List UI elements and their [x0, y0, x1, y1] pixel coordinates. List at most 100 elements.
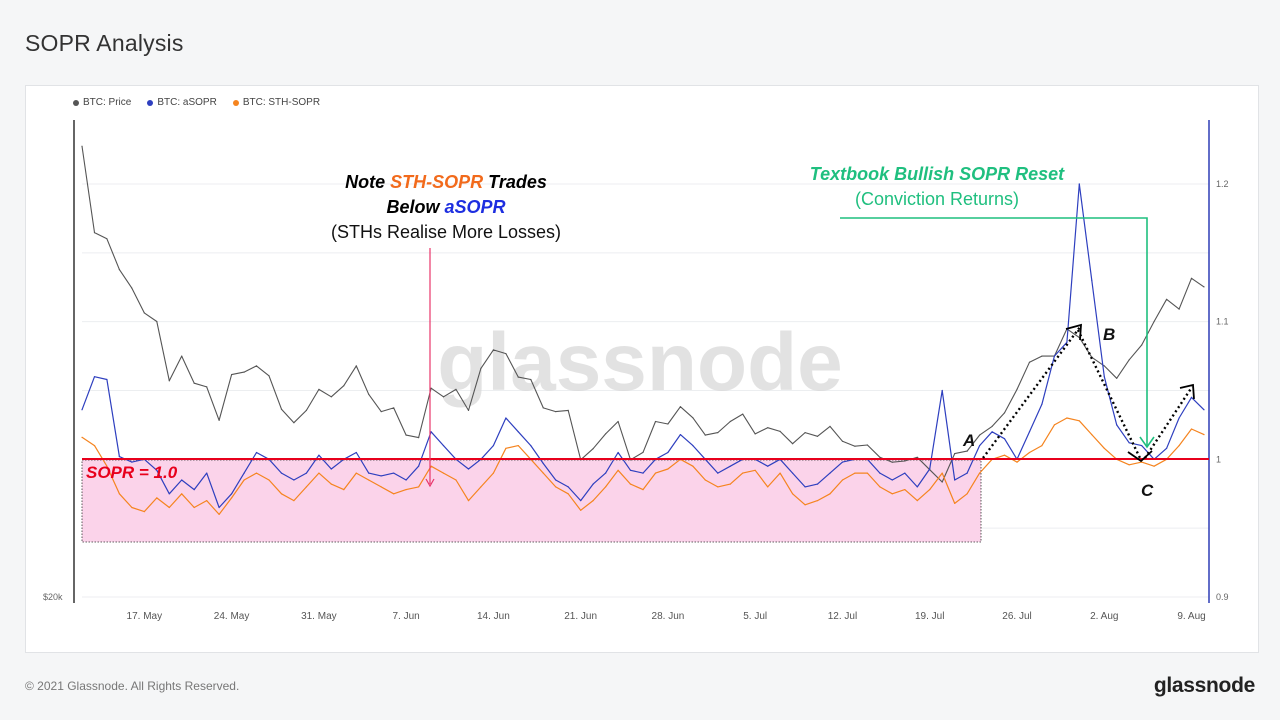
series-line-price — [81, 146, 1205, 483]
x-tick-label: 5. Jul — [743, 611, 767, 622]
data-point — [368, 472, 370, 474]
data-point — [879, 456, 881, 458]
data-point — [168, 380, 170, 382]
page-title: SOPR Analysis — [25, 30, 184, 56]
data-point — [979, 445, 981, 447]
data-point — [442, 445, 445, 447]
data-point — [467, 500, 470, 502]
data-point — [1116, 377, 1118, 379]
data-point — [143, 511, 145, 513]
data-point — [1103, 447, 1105, 449]
data-point — [168, 493, 170, 495]
data-point — [442, 396, 445, 398]
data-point — [455, 388, 457, 390]
data-point — [255, 451, 258, 454]
data-point — [841, 479, 844, 481]
data-point — [979, 472, 981, 474]
x-tick-label: 14. Jun — [477, 611, 510, 622]
arrowhead-c — [1127, 450, 1153, 463]
data-point — [442, 472, 445, 474]
legend-item-asopr[interactable]: BTC: aSOPR — [147, 97, 217, 108]
data-point — [505, 353, 507, 355]
brand-logo[interactable]: glassnode — [1153, 674, 1255, 697]
data-point — [93, 232, 96, 234]
data-point — [754, 433, 756, 435]
data-point — [106, 378, 108, 381]
data-point — [118, 269, 120, 271]
data-point — [368, 393, 370, 395]
data-point — [492, 445, 494, 447]
data-point — [580, 509, 582, 511]
data-point — [93, 376, 96, 378]
legend-item-sth[interactable]: BTC: STH-SOPR — [232, 97, 321, 108]
data-point — [916, 500, 918, 502]
legend-label-sth: BTC: STH-SOPR — [242, 97, 321, 108]
data-point — [131, 506, 133, 509]
data-point — [891, 479, 893, 481]
data-point — [1203, 434, 1205, 436]
data-point — [792, 472, 794, 474]
data-point — [717, 432, 719, 434]
data-point — [692, 445, 694, 447]
point-c-label: C — [1141, 481, 1154, 500]
data-point — [280, 408, 283, 410]
data-point — [816, 483, 819, 485]
data-point — [231, 493, 233, 495]
data-point — [467, 468, 470, 470]
x-tick-label: 21. Jun — [564, 611, 597, 622]
x-tick-label: 9. Aug — [1177, 611, 1205, 622]
data-point — [617, 420, 619, 423]
data-point — [243, 371, 245, 373]
data-point — [717, 486, 719, 488]
data-point — [1153, 320, 1155, 323]
data-point — [542, 472, 544, 474]
data-point — [767, 486, 769, 488]
x-tick-label: 7. Jun — [393, 611, 420, 622]
data-point — [929, 468, 931, 470]
data-point — [642, 489, 644, 491]
data-point — [704, 434, 706, 436]
data-point — [1028, 451, 1031, 454]
data-point — [617, 451, 619, 454]
data-point — [1128, 442, 1130, 444]
data-point — [430, 465, 432, 467]
data-point — [505, 417, 507, 419]
data-point — [642, 472, 644, 474]
data-point — [268, 479, 270, 481]
data-point — [1166, 447, 1168, 449]
x-tick-label: 24. May — [214, 611, 250, 622]
x-tick-label: 12. Jul — [828, 611, 857, 622]
data-point — [1041, 403, 1043, 405]
note-word-1: Note — [345, 172, 385, 192]
data-point — [592, 483, 594, 485]
data-point — [293, 500, 295, 502]
data-point — [729, 465, 731, 467]
data-point — [418, 437, 420, 439]
data-point — [467, 409, 470, 411]
data-point — [555, 486, 557, 488]
data-point — [792, 493, 794, 495]
data-point — [368, 479, 370, 481]
data-point — [954, 502, 956, 504]
data-point — [667, 423, 669, 425]
data-point — [729, 483, 731, 485]
data-point — [979, 434, 981, 436]
data-point — [767, 427, 769, 429]
data-point — [1003, 412, 1006, 414]
data-point — [1003, 438, 1006, 440]
data-point — [131, 287, 133, 289]
legend-item-price[interactable]: BTC: Price — [73, 97, 131, 108]
data-point — [1141, 344, 1143, 346]
data-point — [343, 385, 345, 387]
data-point — [405, 434, 407, 436]
data-point — [542, 407, 544, 409]
data-point — [517, 445, 519, 447]
data-point — [243, 472, 245, 474]
data-point — [293, 479, 295, 481]
note-arrow-head — [425, 478, 435, 488]
data-point — [904, 472, 906, 474]
data-point — [991, 431, 993, 433]
data-point — [1103, 365, 1105, 367]
x-tick-label: 17. May — [127, 611, 163, 622]
data-point — [143, 312, 145, 314]
